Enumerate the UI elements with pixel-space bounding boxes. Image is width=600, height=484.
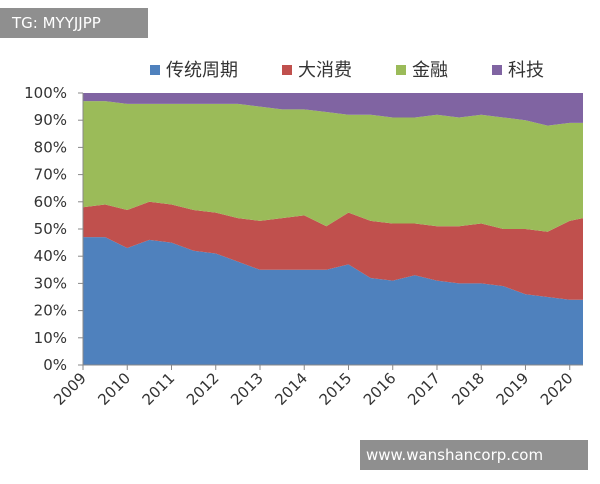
- x-tick-label: 2015: [316, 369, 356, 409]
- x-tick-label: 2020: [537, 369, 577, 409]
- y-tick-label: 100%: [24, 84, 67, 102]
- y-tick-label: 70%: [34, 166, 67, 184]
- y-tick-label: 50%: [34, 220, 67, 238]
- y-tick-label: 80%: [34, 138, 67, 156]
- y-tick-label: 10%: [34, 329, 67, 347]
- x-tick-label: 2012: [183, 369, 223, 409]
- area: [83, 237, 583, 365]
- x-tick-label: 2009: [50, 369, 90, 409]
- y-tick-label: 90%: [34, 111, 67, 129]
- legend-swatch: [396, 65, 406, 75]
- legend-swatch: [150, 65, 160, 75]
- x-tick-label: 2010: [94, 369, 134, 409]
- x-tick-label: 2016: [360, 369, 400, 409]
- legend-swatch: [282, 65, 292, 75]
- watermark: TG: MYYJJPP: [11, 14, 101, 32]
- y-tick-label: 20%: [34, 302, 67, 320]
- legend-label: 大消费: [298, 60, 352, 81]
- y-tick-label: 60%: [34, 193, 67, 211]
- x-tick-label: 2014: [271, 369, 311, 409]
- y-tick-label: 40%: [34, 247, 67, 265]
- legend-swatch: [492, 65, 502, 75]
- x-tick-label: 2013: [227, 369, 267, 409]
- x-tick-label: 2017: [404, 369, 444, 409]
- y-tick-label: 0%: [43, 356, 67, 374]
- watermark: www.wanshancorp.com: [366, 446, 543, 464]
- watermark-box: [0, 8, 148, 38]
- y-tick-label: 30%: [34, 274, 67, 292]
- area: [83, 93, 583, 126]
- legend-label: 金融: [412, 60, 448, 81]
- watermark-box: [360, 440, 588, 470]
- legend-label: 传统周期: [166, 60, 238, 81]
- x-tick-label: 2011: [139, 369, 179, 409]
- area: [83, 101, 583, 232]
- x-tick-label: 2018: [448, 369, 488, 409]
- x-tick-label: 2019: [493, 369, 533, 409]
- legend-label: 科技: [508, 60, 544, 81]
